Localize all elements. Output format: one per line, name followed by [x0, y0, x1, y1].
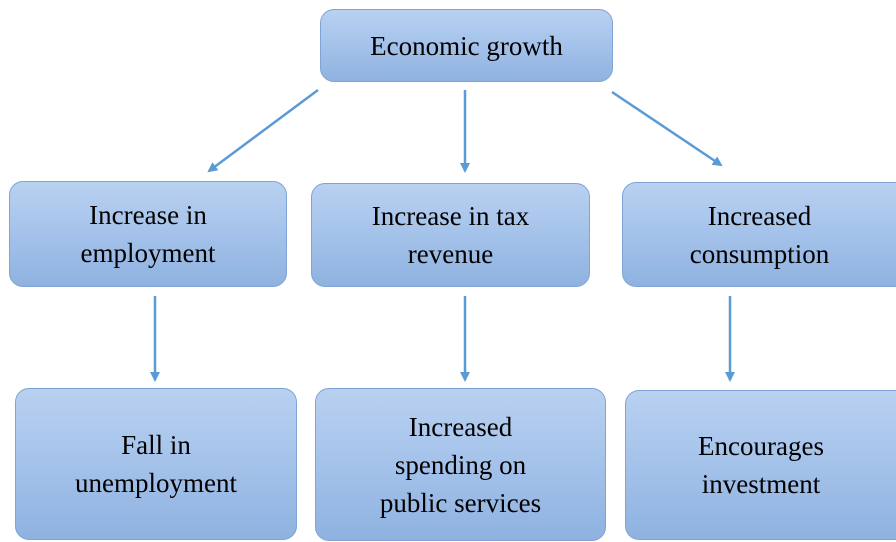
- node-label: spending on: [394, 449, 527, 480]
- node-label: Increased: [707, 200, 812, 231]
- node-label: Increase in: [89, 200, 207, 230]
- node-label: Fall in: [121, 430, 191, 460]
- node: Increased consumption: [622, 182, 896, 287]
- node-label: Increase in tax: [371, 201, 530, 231]
- node-label: revenue: [407, 239, 494, 269]
- arrow: [611, 90, 723, 167]
- node-label: Increased: [408, 411, 513, 442]
- node: Encourages investment: [625, 390, 896, 540]
- node: Increase in employment: [9, 181, 287, 287]
- node-label: unemployment: [75, 468, 237, 498]
- node: Economic growth: [320, 9, 613, 82]
- node: Fall in unemployment: [15, 388, 297, 540]
- node: Increase in tax revenue: [311, 183, 590, 287]
- node-label: investment: [701, 469, 821, 499]
- arrow: [207, 88, 319, 173]
- node-label: public services: [379, 487, 542, 518]
- node: Increased spending on public services: [315, 388, 606, 541]
- node-label: consumption: [689, 238, 830, 269]
- node-label: Encourages: [698, 431, 824, 461]
- node-label: Economic growth: [370, 30, 563, 61]
- node-label: employment: [80, 238, 216, 268]
